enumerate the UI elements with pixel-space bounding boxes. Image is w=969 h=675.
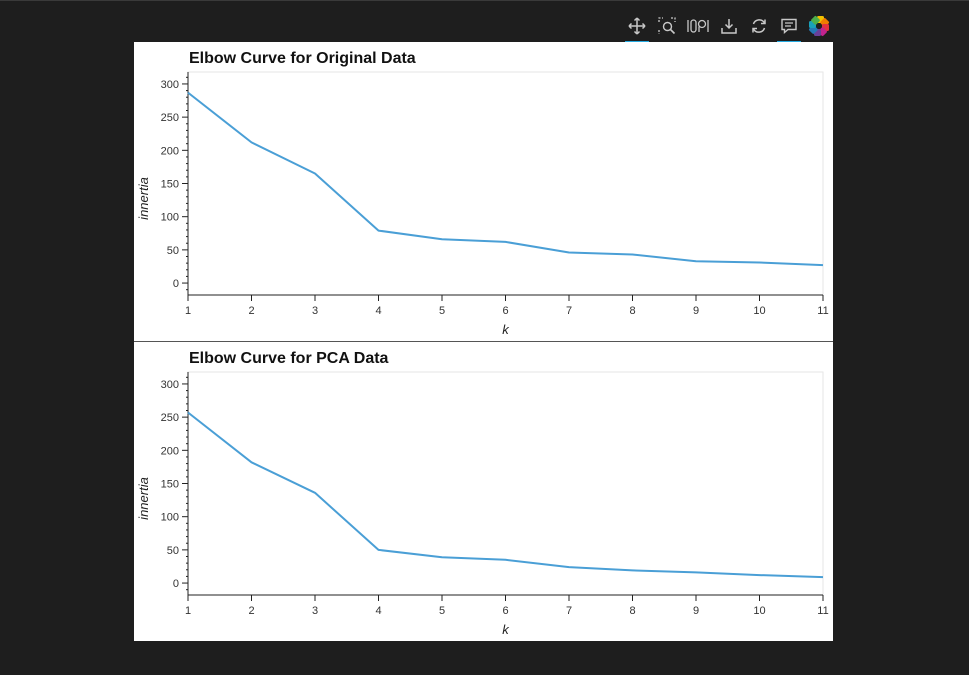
data-point[interactable]	[183, 407, 193, 417]
save-tool-button[interactable]	[714, 15, 744, 41]
box-zoom-icon	[658, 16, 676, 40]
data-point[interactable]	[628, 250, 638, 260]
hover-tool-button[interactable]	[774, 15, 804, 43]
x-tick-label: 6	[502, 605, 508, 617]
data-point[interactable]	[818, 260, 828, 270]
data-point[interactable]	[310, 488, 320, 498]
x-tick-label: 11	[817, 305, 828, 317]
x-tick-label: 8	[629, 605, 635, 617]
figure-canvas: Elbow Curve for Original Data 0 50 100 150 20…	[134, 42, 833, 641]
bokeh-logo[interactable]	[804, 15, 834, 41]
y-tick-label: 0	[173, 578, 179, 590]
data-point[interactable]	[437, 552, 447, 562]
data-point[interactable]	[501, 555, 511, 565]
x-tick-label: 3	[312, 305, 318, 317]
chart-panel-2: Elbow Curve for PCA Data 0 50 100 150 200 250 3…	[136, 350, 829, 637]
data-point[interactable]	[183, 88, 193, 98]
chart-panel-1: Elbow Curve for Original Data 0 50 100 150 20…	[136, 50, 829, 337]
save-icon	[720, 17, 738, 40]
hover-icon	[780, 17, 798, 40]
data-point[interactable]	[755, 257, 765, 267]
top-border	[0, 0, 969, 1]
x-tick-label: 10	[753, 605, 765, 617]
x-tick-label: 3	[312, 605, 318, 617]
data-point[interactable]	[564, 248, 574, 258]
plot-divider	[134, 341, 833, 342]
pan-tool-button[interactable]	[622, 15, 652, 43]
y-tick-label: 50	[167, 245, 179, 257]
data-point[interactable]	[501, 237, 511, 247]
x-tick-label: 1	[185, 605, 191, 617]
x-tick-label: 5	[439, 305, 445, 317]
y-tick-label: 150	[161, 179, 179, 191]
x-tick-label: 4	[375, 605, 381, 617]
x-tick-label: 11	[817, 605, 828, 617]
x-tick-label: 1	[185, 305, 191, 317]
chart-title: Elbow Curve for Original Data	[189, 50, 416, 67]
data-point[interactable]	[691, 256, 701, 266]
y-axis-label: innertia	[136, 477, 151, 520]
data-point[interactable]	[437, 234, 447, 244]
plot-toolbar	[622, 14, 834, 43]
charts-svg[interactable]: Elbow Curve for Original Data05010015020…	[134, 42, 833, 641]
pan-icon	[628, 16, 646, 40]
x-axis-label: k	[502, 322, 510, 337]
data-point[interactable]	[564, 562, 574, 572]
x-tick-label: 5	[439, 605, 445, 617]
wheel-zoom-icon	[686, 17, 710, 40]
y-axis-label: innertia	[136, 177, 151, 220]
series-line[interactable]	[187, 91, 824, 267]
reset-tool-button[interactable]	[744, 15, 774, 41]
y-tick-label: 50	[167, 545, 179, 557]
data-point[interactable]	[628, 565, 638, 575]
chart-title: Elbow Curve for PCA Data	[189, 350, 389, 367]
data-point[interactable]	[374, 226, 384, 236]
x-tick-label: 8	[629, 305, 635, 317]
box-zoom-tool-button[interactable]	[652, 15, 682, 41]
x-tick-label: 4	[375, 305, 381, 317]
x-tick-label: 7	[566, 605, 572, 617]
x-tick-label: 6	[502, 305, 508, 317]
series-line[interactable]	[187, 411, 824, 579]
x-tick-label: 10	[753, 305, 765, 317]
data-point[interactable]	[691, 567, 701, 577]
x-tick-label: 7	[566, 305, 572, 317]
bokeh-logo-icon	[808, 15, 830, 42]
y-tick-label: 0	[173, 278, 179, 290]
x-tick-label: 9	[693, 605, 699, 617]
y-tick-label: 150	[161, 479, 179, 491]
y-tick-label: 200	[161, 145, 179, 157]
y-tick-label: 250	[161, 412, 179, 424]
data-point[interactable]	[818, 572, 828, 582]
y-tick-label: 200	[161, 445, 179, 457]
x-tick-label: 2	[248, 605, 254, 617]
wheel-zoom-tool-button[interactable]	[682, 15, 714, 41]
x-tick-label: 9	[693, 305, 699, 317]
data-point[interactable]	[374, 545, 384, 555]
x-tick-label: 2	[248, 305, 254, 317]
y-tick-label: 100	[161, 212, 179, 224]
y-tick-label: 300	[161, 79, 179, 91]
reset-icon	[750, 17, 768, 40]
data-point[interactable]	[247, 457, 257, 467]
data-point[interactable]	[247, 137, 257, 147]
data-point[interactable]	[310, 169, 320, 179]
data-point[interactable]	[755, 570, 765, 580]
y-tick-label: 100	[161, 512, 179, 524]
y-tick-label: 250	[161, 112, 179, 124]
y-tick-label: 300	[161, 379, 179, 391]
x-axis-label: k	[502, 622, 510, 637]
